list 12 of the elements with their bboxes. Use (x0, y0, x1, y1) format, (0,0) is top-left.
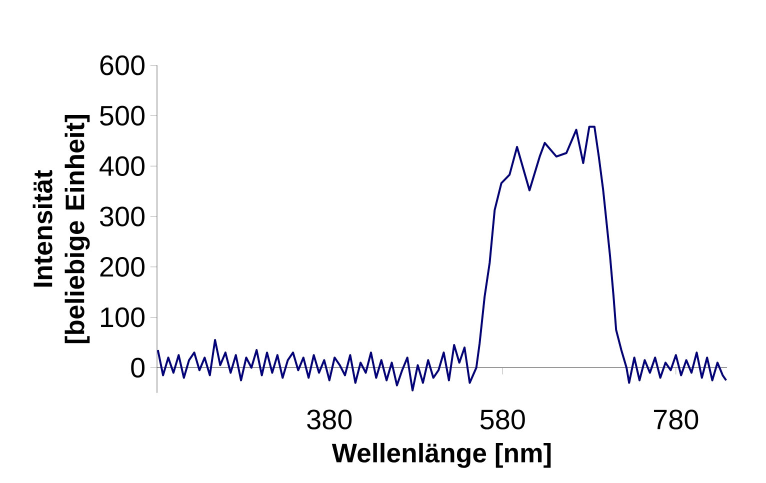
y-tick-label: 600 (100, 55, 145, 76)
y-tick-label: 400 (100, 156, 145, 176)
y-tick-label: 300 (100, 206, 145, 226)
y-tick-label: 500 (100, 106, 145, 126)
x-axis-title: Wellenlänge [nm] (332, 442, 551, 468)
x-tick-label: 780 (654, 410, 698, 430)
y-tick-label: 200 (100, 256, 145, 277)
y-tick-label: 100 (101, 307, 145, 328)
x-tick-label: 580 (480, 410, 525, 430)
y-tick-label: 0 (131, 358, 145, 378)
x-tick-label: 380 (307, 410, 352, 430)
y-axis-title: Intensität [beliebige Einheit] (32, 115, 90, 344)
